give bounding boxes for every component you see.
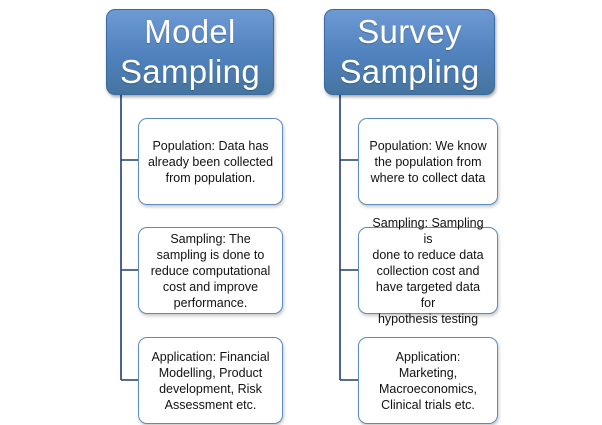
survey-application-box: Application: Marketing, Macroeconomics, … (358, 337, 498, 424)
survey-population-box: Population: We know the population from … (358, 118, 498, 205)
model-population-text: Population: Data has already been collec… (147, 138, 274, 185)
header-line-1: Survey (357, 13, 462, 50)
model-sampling-header: Model Sampling (106, 9, 274, 95)
model-sampling-box: Sampling: The sampling is done to reduce… (138, 227, 283, 314)
header-line-2: Sampling (120, 53, 260, 90)
model-application-box: Application: Financial Modelling, Produc… (138, 337, 283, 424)
header-line-1: Model (144, 13, 236, 50)
header-line-2: Sampling (339, 53, 480, 90)
model-population-box: Population: Data has already been collec… (138, 118, 283, 205)
survey-sampling-text: Sampling: Sampling is done to reduce dat… (372, 215, 484, 326)
model-application-text: Application: Financial Modelling, Produc… (151, 349, 270, 412)
survey-sampling-header: Survey Sampling (324, 9, 495, 95)
model-sampling-text: Sampling: The sampling is done to reduce… (150, 231, 271, 310)
survey-population-text: Population: We know the population from … (369, 138, 487, 185)
survey-sampling-box: Sampling: Sampling is done to reduce dat… (358, 216, 498, 326)
survey-application-text: Application: Marketing, Macroeconomics, … (379, 349, 477, 412)
